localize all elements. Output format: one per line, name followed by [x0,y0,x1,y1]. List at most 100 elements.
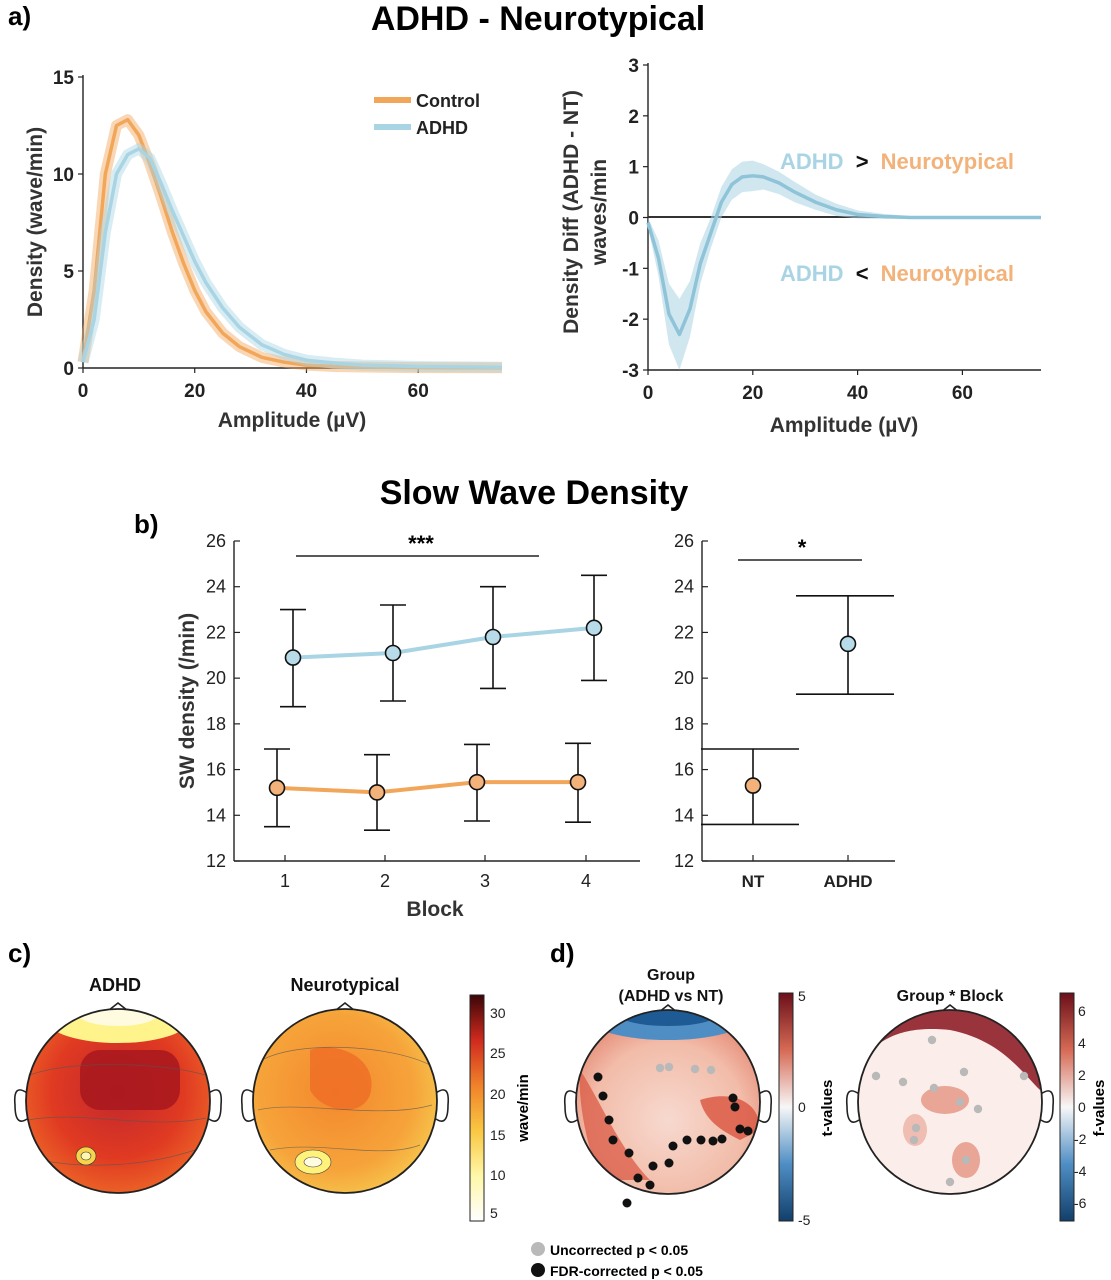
panel-label-d: d) [550,938,575,968]
x-tick-label: NT [742,872,765,891]
fdr-sensor-dot [624,1148,634,1158]
colorbar-wave-tick: 15 [490,1127,506,1143]
fdr-sensor-dot [648,1161,658,1171]
fdr-sensor-dot [735,1124,745,1134]
topomap-group-block-f-outline [857,1009,1043,1195]
topomap-group-block-f-central [921,1086,969,1114]
uncorrected-sensor-dot [871,1071,881,1081]
block-point-nt [368,784,386,801]
block-point-adhd [284,649,302,666]
block-point-nt [569,773,587,791]
block-y-ticks: 12 14 16 18 20 22 24 26 [206,531,240,871]
block-point-nt [468,773,486,791]
series-line-adhd [81,147,503,369]
uncorrected-sensor-dot [1019,1071,1029,1081]
x-tick-label: 60 [952,383,973,404]
fdr-sensor-dot [633,1173,643,1183]
group-x-ticks: NT ADHD [742,855,873,891]
colorbar-f-tick: -6 [1074,1195,1087,1211]
topomap-group-t-outline [575,1009,761,1195]
y-tick-label: 20 [206,668,226,688]
y-tick-label: 14 [674,805,694,825]
colorbar-wave: 30 25 20 15 10 5 wave/min [469,994,532,1222]
block-line-adhd [292,625,595,660]
colorbar-f-tick: 0 [1078,1099,1086,1115]
uncorrected-sensor-dot [927,1035,937,1045]
ear-left [240,1089,255,1122]
diff-x-ticks: 0 20 40 60 [643,370,973,404]
topomap-adhd-outline [25,1008,211,1194]
x-tick-label: 3 [480,871,490,891]
uncorrected-sensor-dot [911,1123,921,1133]
y-tick-label: 0 [63,359,74,380]
uncorrected-sensor-dot [961,1155,971,1165]
y-tick-label: 24 [206,577,226,597]
colorbar-wave-scale [469,994,485,1222]
block-series [264,574,607,831]
group-point-adhd [839,635,857,653]
y-tick-label: 20 [674,668,694,688]
y-tick-label: -1 [622,259,639,280]
fdr-sensor-dot [664,1158,674,1168]
colorbar-f-tick: 2 [1078,1067,1086,1083]
block-x-ticks: 1 2 3 4 [280,855,591,891]
difference-chart: -3 -2 -1 0 1 2 3 0 20 40 60 Density Diff (ADHD - … [560,56,1041,437]
group-significance-star: * [798,535,807,560]
y-tick-label: 2 [628,107,639,128]
colorbar-t-label: t-values [819,1080,836,1137]
uncorrected-sensor-dot [690,1064,700,1074]
ear-right [208,1089,223,1122]
x-tick-label: 20 [184,381,205,402]
fdr-sensor-dot [598,1091,608,1101]
block-point-adhd [384,644,402,662]
uncorrected-sensor-dot [706,1065,716,1075]
colorbar-t: 5 0 -5 t-values [778,988,836,1228]
density-series [77,114,503,374]
x-tick-label: 40 [296,381,317,402]
y-tick-label: 24 [674,577,694,597]
group-point-nt [744,777,762,794]
fdr-sensor-dot [743,1126,753,1136]
topomap-group-t [563,1003,773,1208]
colorbar-f-tick: 4 [1078,1035,1086,1051]
fdr-sensor-dot [717,1134,727,1144]
fdr-sensor-dot [696,1135,706,1145]
uncorrected-sensor-dot [959,1067,969,1077]
ear-left [563,1090,578,1123]
y-tick-label: 14 [206,805,226,825]
y-tick-label: 16 [674,760,694,780]
topo-title-adhd: ADHD [89,975,141,995]
fdr-sensor-dot [604,1115,614,1125]
density-x-label: Amplitude (µV) [218,409,367,432]
colorbar-wave-tick: 25 [490,1045,506,1061]
panel-label-a: a) [8,1,31,31]
legend-label-control: Control [416,91,480,111]
colorbar-f: 6 4 2 0 -2 -4 -6 f-values [1059,992,1108,1222]
block-significance-stars: *** [408,531,434,556]
series-line-control [81,117,503,370]
y-tick-label: -2 [622,310,639,331]
uncorrected-sensor-dot [945,1177,955,1187]
annotation-adhd-less-op: < [856,261,869,286]
colorbar-wave-label: wave/min [515,1074,532,1143]
y-tick-label: 15 [53,68,75,89]
topomap-adhd-contours [27,1064,207,1166]
legend-label-adhd: ADHD [416,118,468,138]
legend-marker-fdr [531,1263,545,1277]
annotation-adhd-greater: ADHD > Neurotypical [780,149,1014,174]
uncorrected-sensor-dot [664,1062,674,1072]
x-tick-label: 0 [643,383,654,404]
y-tick-label: 18 [674,714,694,734]
ear-left [13,1089,28,1122]
significance-legend: Uncorrected p < 0.05 FDR-corrected p < 0… [531,1242,703,1279]
diff-y-ticks: -3 -2 -1 0 1 2 3 [622,56,648,382]
block-point-nt [268,779,286,797]
fdr-sensor-dot [622,1198,632,1208]
diff-series [646,160,1041,370]
ear-left [845,1090,860,1123]
annotation-adhd-greater-b: Neurotypical [881,149,1014,174]
fdr-sensor-dot [593,1072,603,1082]
x-tick-label: 2 [380,871,390,891]
ear-right [758,1090,773,1123]
y-tick-label: 26 [206,531,226,551]
